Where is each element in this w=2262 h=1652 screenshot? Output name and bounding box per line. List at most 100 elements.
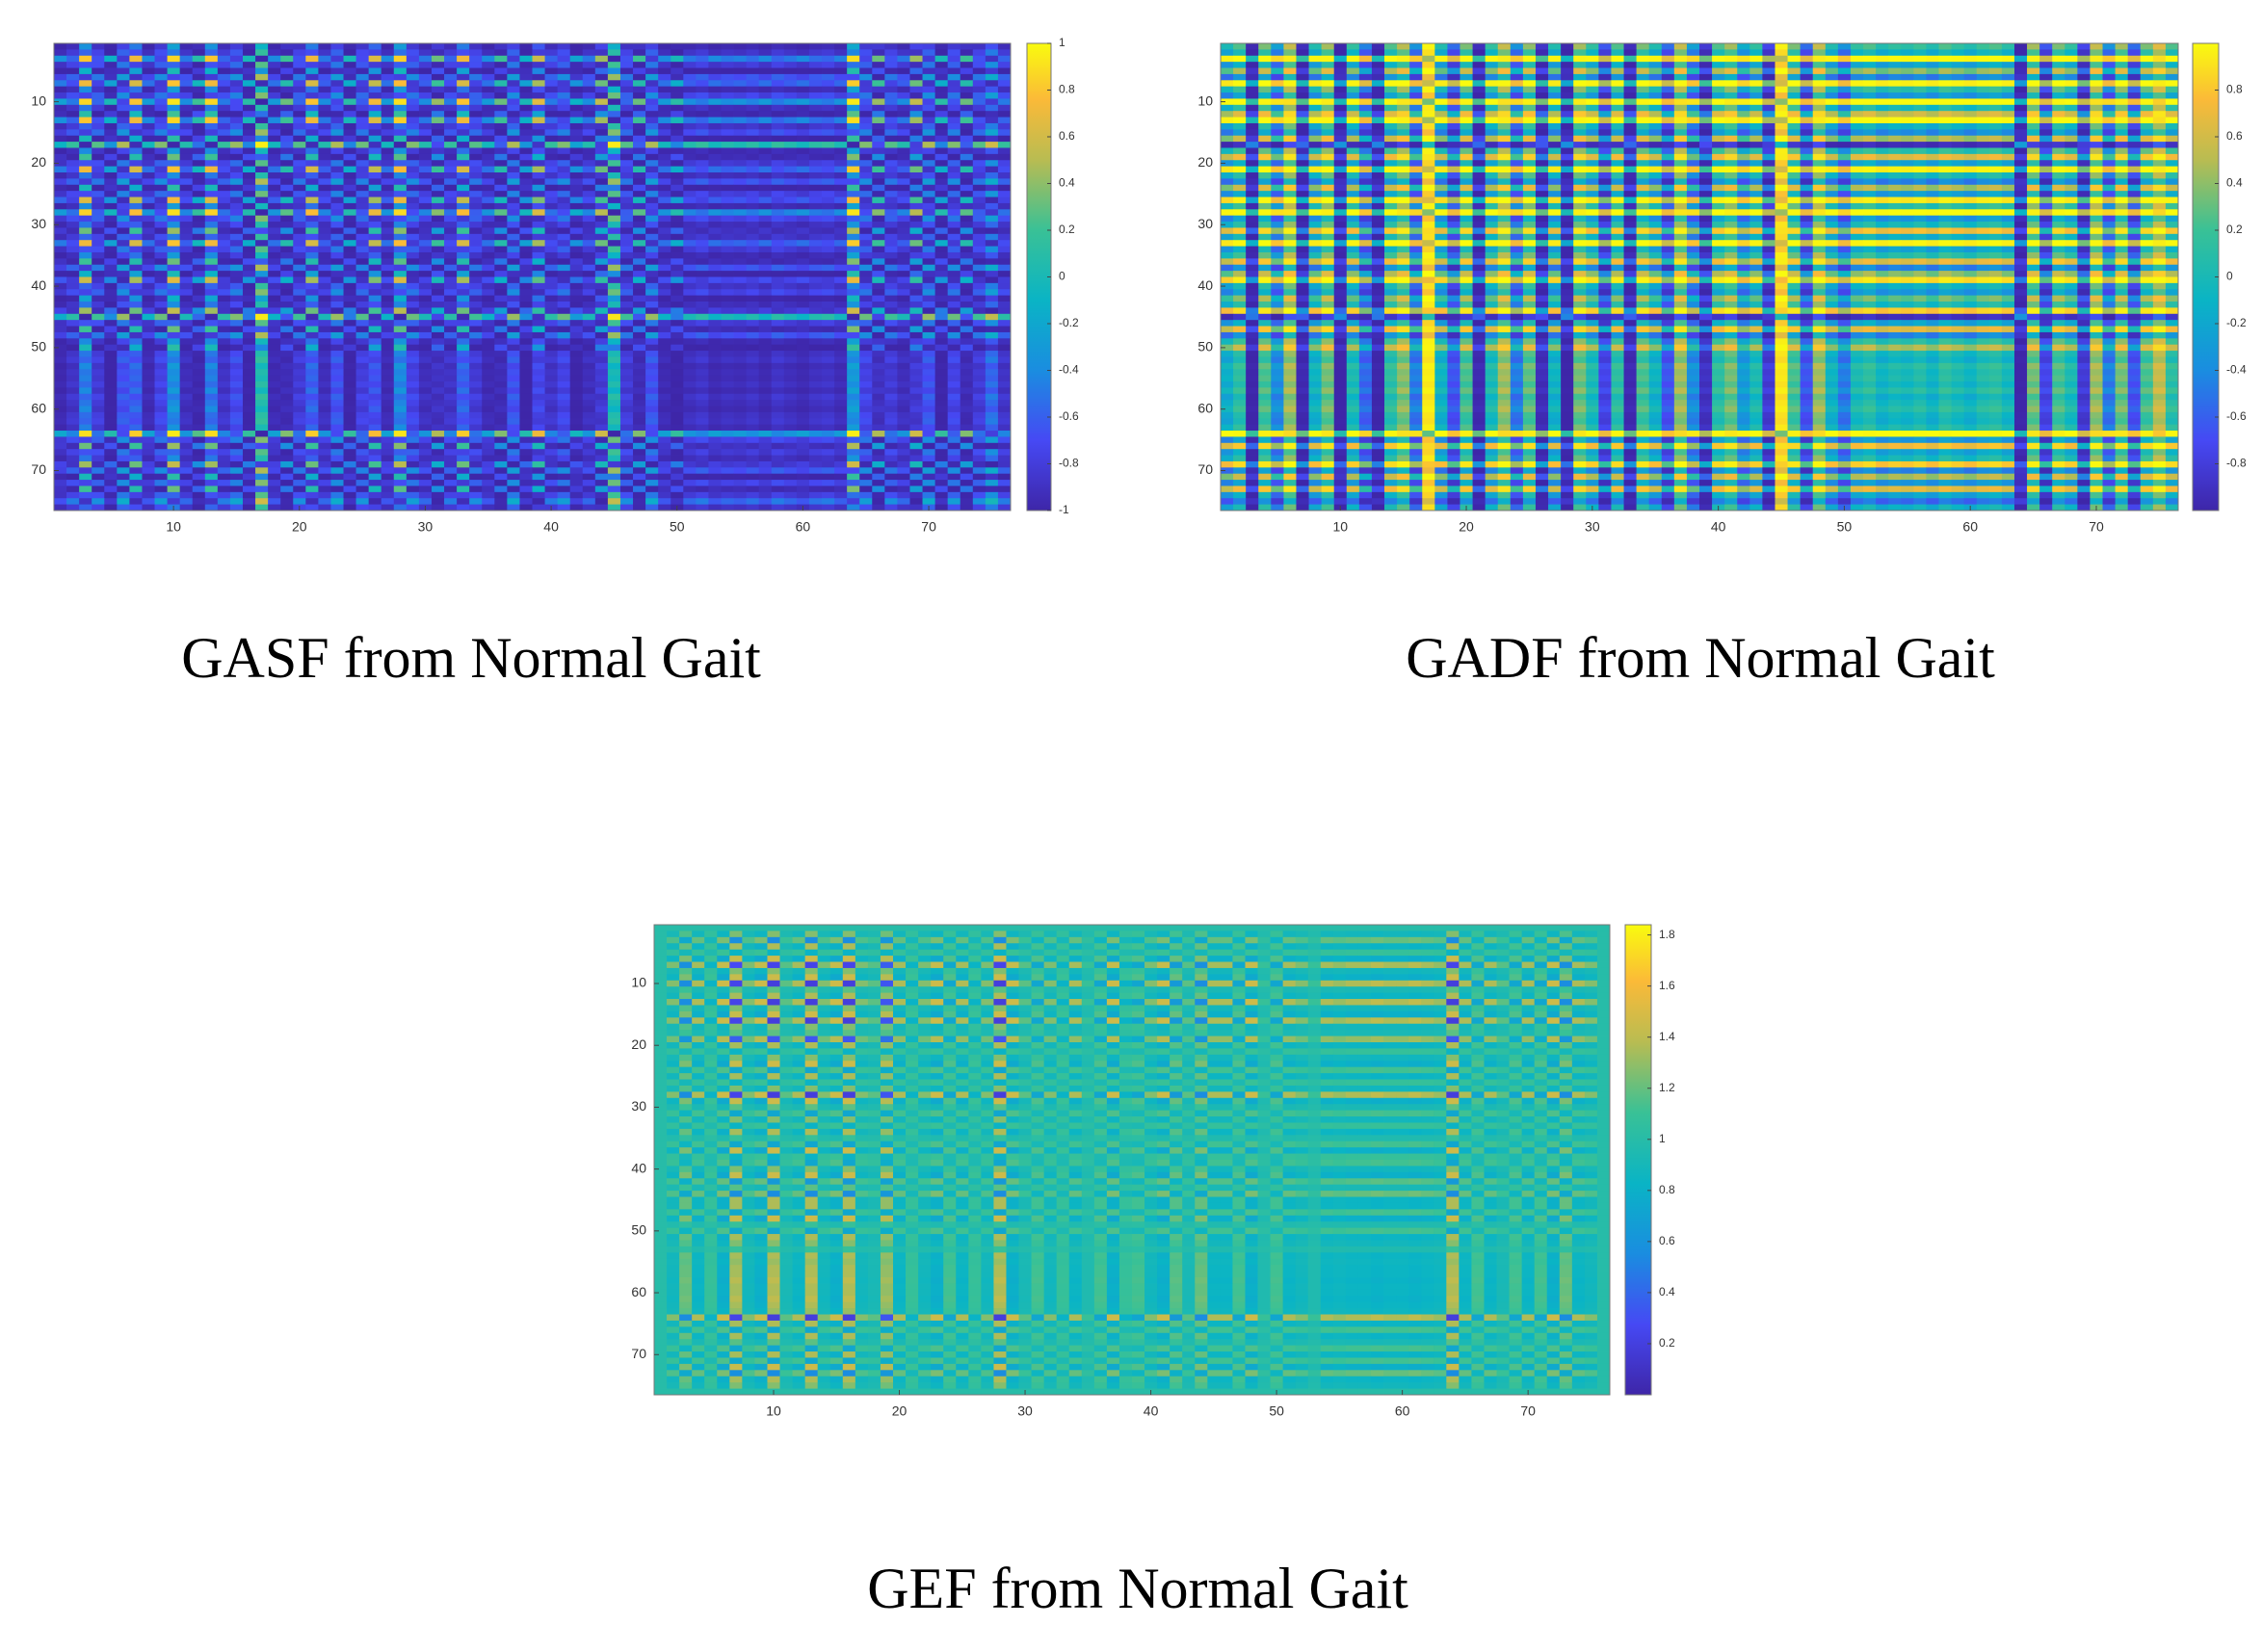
heatmap-cell bbox=[293, 92, 306, 99]
heatmap-cell bbox=[444, 104, 458, 112]
heatmap-cell bbox=[117, 178, 130, 186]
heatmap-cell bbox=[444, 442, 458, 450]
heatmap-cell bbox=[683, 295, 697, 302]
heatmap-cell bbox=[834, 424, 848, 432]
heatmap-cell bbox=[771, 276, 785, 284]
heatmap-cell bbox=[192, 251, 206, 259]
heatmap-cell bbox=[54, 246, 67, 253]
heatmap-cell bbox=[532, 282, 545, 290]
heatmap-cell bbox=[708, 380, 722, 388]
heatmap-cell bbox=[746, 43, 760, 50]
heatmap-cell bbox=[418, 104, 433, 112]
heatmap-cell bbox=[847, 135, 860, 143]
heatmap-cell bbox=[204, 129, 219, 137]
heatmap-cell bbox=[406, 307, 420, 315]
heatmap-cell bbox=[431, 344, 445, 352]
heatmap-cell bbox=[368, 326, 382, 333]
heatmap-cell bbox=[985, 222, 999, 228]
heatmap-cell bbox=[633, 344, 646, 352]
heatmap-cell bbox=[934, 344, 949, 352]
heatmap-cell bbox=[192, 233, 206, 241]
heatmap-cell bbox=[696, 375, 709, 382]
heatmap-cell bbox=[771, 431, 785, 437]
heatmap-cell bbox=[393, 276, 408, 284]
heatmap-cell bbox=[960, 191, 974, 197]
heatmap-cell bbox=[343, 320, 356, 327]
heatmap-cell bbox=[482, 129, 495, 137]
heatmap-cell bbox=[696, 431, 709, 437]
heatmap-cell bbox=[406, 264, 420, 272]
heatmap-cell bbox=[255, 49, 269, 57]
heatmap-cell bbox=[104, 307, 118, 315]
heatmap-cell bbox=[355, 153, 370, 161]
heatmap-cell bbox=[645, 326, 659, 333]
heatmap-cell bbox=[393, 380, 408, 388]
heatmap-cell bbox=[569, 202, 584, 210]
heatmap-cell bbox=[607, 356, 621, 364]
heatmap-cell bbox=[355, 117, 370, 124]
heatmap-cell bbox=[972, 129, 986, 137]
heatmap-cell bbox=[129, 418, 143, 426]
heatmap-cell bbox=[92, 246, 105, 253]
heatmap-cell bbox=[192, 49, 206, 57]
heatmap-cell bbox=[808, 209, 823, 217]
heatmap-cell bbox=[922, 73, 936, 81]
heatmap-cell bbox=[92, 271, 105, 277]
heatmap-cell bbox=[696, 202, 709, 210]
heatmap-cell bbox=[92, 142, 105, 148]
heatmap-cell bbox=[204, 122, 219, 130]
heatmap-cell bbox=[469, 320, 483, 327]
heatmap-cell bbox=[972, 184, 986, 192]
heatmap-cell bbox=[457, 62, 470, 68]
heatmap-cell bbox=[783, 104, 798, 112]
heatmap-cell bbox=[872, 202, 885, 210]
heatmap-cell bbox=[884, 222, 898, 228]
heatmap-cell bbox=[582, 160, 596, 168]
heatmap-cell bbox=[431, 166, 445, 173]
heatmap-cell bbox=[834, 153, 848, 161]
heatmap-cell bbox=[721, 289, 734, 297]
heatmap-cell bbox=[204, 233, 219, 241]
heatmap-cell bbox=[544, 122, 559, 130]
heatmap-cell bbox=[431, 380, 445, 388]
heatmap-cell bbox=[783, 80, 798, 88]
heatmap-cell bbox=[796, 92, 810, 99]
heatmap-cell bbox=[179, 331, 194, 339]
heatmap-cell bbox=[658, 313, 671, 321]
heatmap-cell bbox=[368, 387, 382, 395]
heatmap-cell bbox=[607, 442, 621, 450]
heatmap-cell bbox=[494, 172, 508, 179]
heatmap-cell bbox=[696, 172, 709, 179]
heatmap-cell bbox=[972, 406, 986, 413]
heatmap-cell bbox=[217, 258, 231, 266]
heatmap-cell bbox=[934, 147, 949, 155]
heatmap-cell bbox=[985, 122, 999, 130]
heatmap-cell bbox=[469, 209, 483, 217]
heatmap-cell bbox=[268, 55, 281, 63]
heatmap-cell bbox=[305, 387, 319, 395]
heatmap-cell bbox=[972, 227, 986, 235]
heatmap-cell bbox=[268, 302, 281, 308]
heatmap-cell bbox=[796, 166, 810, 173]
heatmap-cell bbox=[104, 122, 118, 130]
heatmap-cell bbox=[783, 406, 798, 413]
heatmap-cell bbox=[985, 172, 999, 179]
heatmap-cell bbox=[822, 369, 835, 377]
heatmap-cell bbox=[117, 320, 130, 327]
heatmap-cell bbox=[406, 276, 420, 284]
heatmap-cell bbox=[129, 209, 143, 217]
heatmap-cell bbox=[658, 387, 671, 395]
heatmap-cell bbox=[758, 191, 773, 197]
heatmap-cell bbox=[544, 191, 559, 197]
heatmap-cell bbox=[318, 55, 331, 63]
heatmap-cell bbox=[884, 418, 898, 426]
heatmap-cell bbox=[619, 387, 634, 395]
heatmap-cell bbox=[696, 320, 709, 327]
heatmap-cell bbox=[167, 117, 181, 124]
heatmap-cell bbox=[721, 104, 734, 112]
heatmap-cell bbox=[482, 411, 495, 419]
heatmap-cell bbox=[179, 387, 194, 395]
heatmap-cell bbox=[834, 313, 848, 321]
heatmap-cell bbox=[884, 73, 898, 81]
heatmap-cell bbox=[884, 104, 898, 112]
